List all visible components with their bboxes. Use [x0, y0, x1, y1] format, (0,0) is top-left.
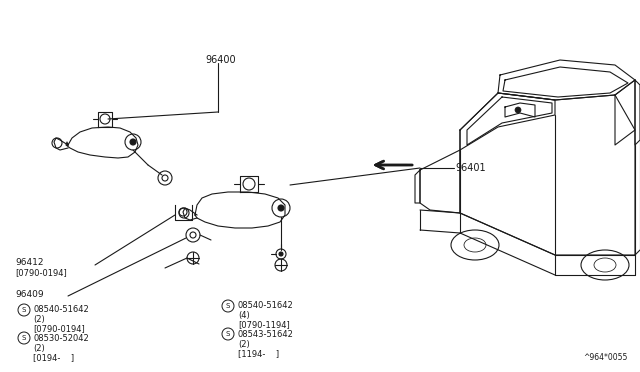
Text: ^964*0055: ^964*0055	[584, 353, 628, 362]
Text: 08540-51642: 08540-51642	[238, 301, 294, 311]
Text: S: S	[22, 335, 26, 341]
Text: 96412: 96412	[15, 258, 44, 267]
Text: [0194-    ]: [0194- ]	[33, 353, 74, 362]
Circle shape	[130, 139, 136, 145]
Circle shape	[515, 107, 521, 113]
Text: (2): (2)	[33, 315, 45, 324]
Text: S: S	[22, 307, 26, 313]
Text: 08530-52042: 08530-52042	[33, 334, 89, 343]
Text: 96409: 96409	[15, 290, 44, 299]
Text: [1194-    ]: [1194- ]	[238, 349, 279, 358]
Text: [0790-0194]: [0790-0194]	[33, 324, 84, 334]
Text: S: S	[226, 303, 230, 309]
Text: (4): (4)	[238, 311, 250, 320]
Text: [0790-1194]: [0790-1194]	[238, 321, 290, 330]
Text: 08543-51642: 08543-51642	[238, 330, 294, 339]
Text: S: S	[226, 331, 230, 337]
Text: (2): (2)	[238, 340, 250, 349]
Text: [0790-0194]: [0790-0194]	[15, 268, 67, 277]
Circle shape	[278, 205, 284, 211]
Text: 96401: 96401	[455, 163, 486, 173]
Text: 96400: 96400	[205, 55, 236, 65]
Circle shape	[279, 252, 283, 256]
Text: (2): (2)	[33, 343, 45, 353]
Text: 08540-51642: 08540-51642	[33, 305, 89, 314]
